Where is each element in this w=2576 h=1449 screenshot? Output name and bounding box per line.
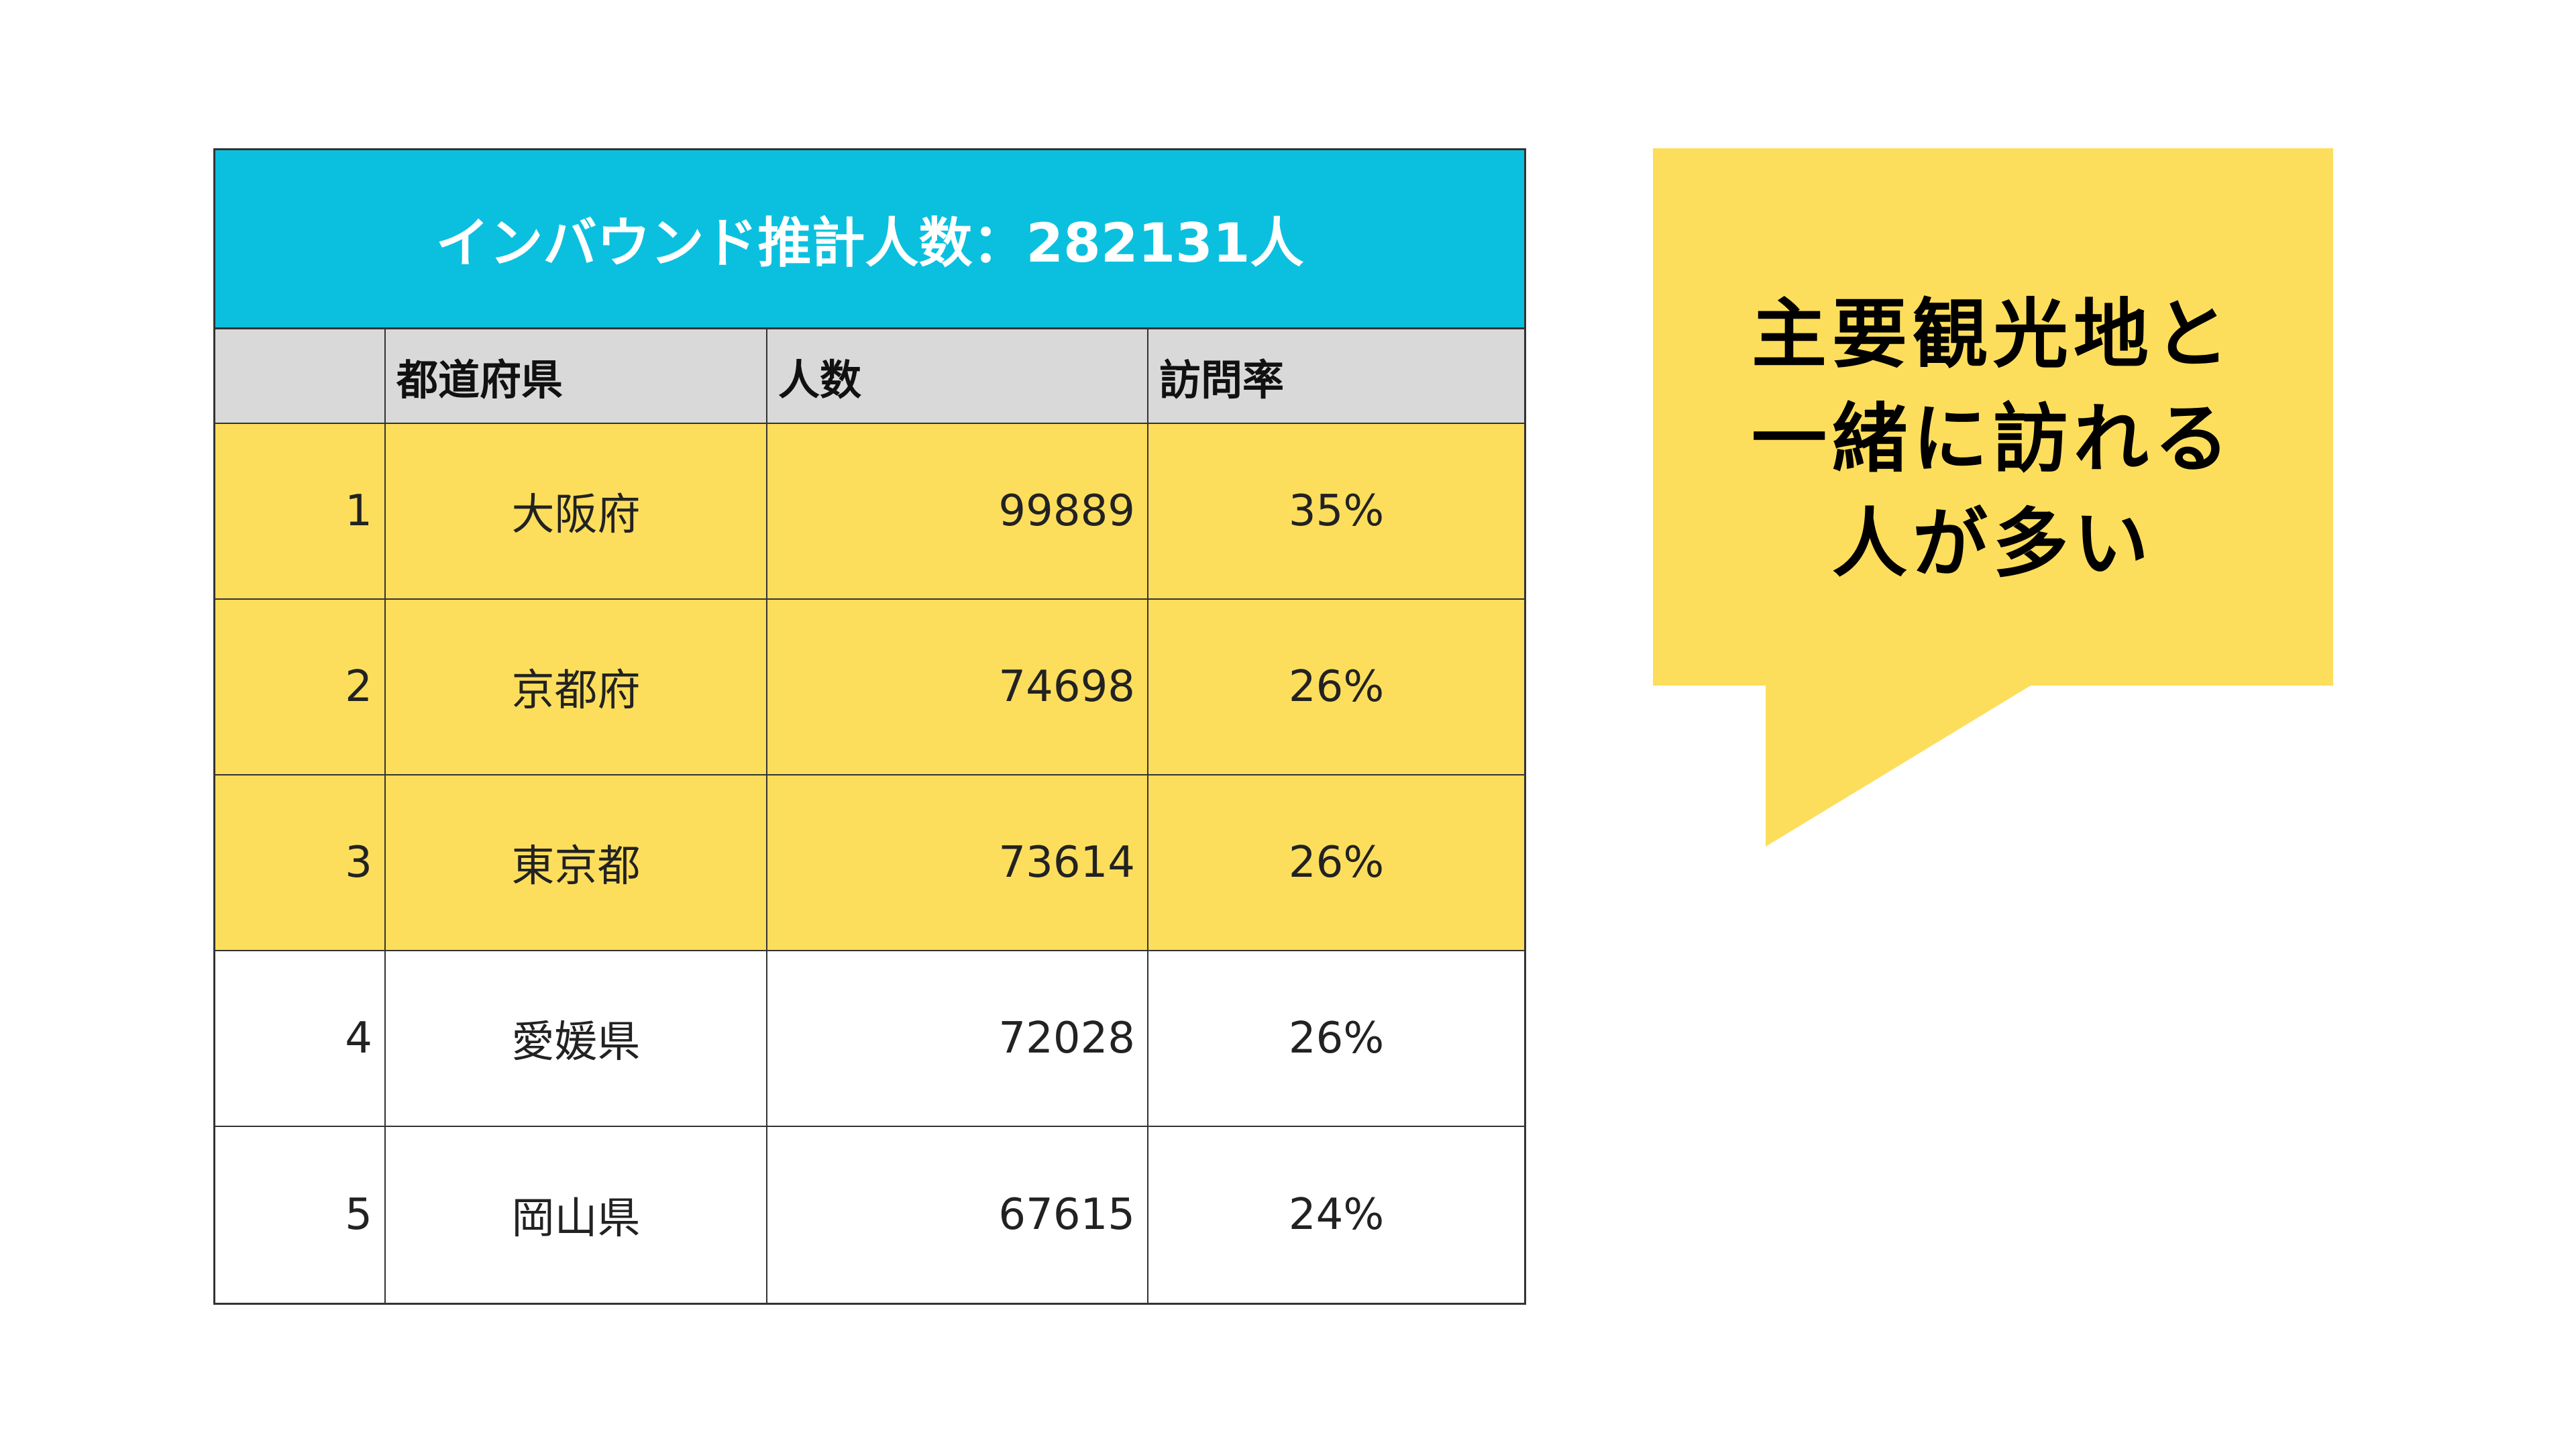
rank-cell: 5 — [215, 1127, 386, 1303]
header-rate: 訪問率 — [1159, 355, 1285, 405]
table-title: インバウンド推計人数：282131人 — [215, 150, 1524, 329]
rate-cell: 24% — [1288, 1190, 1385, 1240]
prefecture-cell: 京都府 — [386, 600, 767, 774]
table-row: 1 大阪府 99889 35% — [215, 424, 1524, 600]
table-row: 5 岡山県 67615 24% — [215, 1127, 1524, 1303]
callout-line: 主要観光地と — [1752, 291, 2235, 378]
table-row: 3 東京都 73614 26% — [215, 775, 1524, 951]
table-row: 4 愛媛県 72028 26% — [215, 951, 1524, 1127]
header-prefecture: 都道府県 — [386, 329, 767, 423]
inbound-table: インバウンド推計人数：282131人 都道府県 人数 訪問率 1 大阪府 998… — [213, 148, 1526, 1305]
prefecture-cell: 愛媛県 — [386, 951, 767, 1126]
rank-cell: 2 — [215, 600, 386, 774]
table-row: 2 京都府 74698 26% — [215, 600, 1524, 775]
rate-cell: 35% — [1288, 486, 1385, 536]
table-header-row: 都道府県 人数 訪問率 — [215, 329, 1524, 424]
rate-cell: 26% — [1288, 662, 1385, 712]
count-cell: 99889 — [767, 424, 1148, 598]
callout-line: 一緒に訪れる — [1752, 396, 2235, 483]
callout-text: 主要観光地と 一緒に訪れる 人が多い — [1653, 148, 2333, 686]
header-rank — [215, 329, 386, 423]
count-cell: 74698 — [767, 600, 1148, 774]
prefecture-cell: 岡山県 — [386, 1127, 767, 1303]
prefecture-cell: 東京都 — [386, 775, 767, 950]
callout-line: 人が多い — [1832, 500, 2154, 588]
rate-cell: 26% — [1288, 838, 1385, 888]
count-cell: 73614 — [767, 775, 1148, 950]
header-count: 人数 — [767, 329, 1148, 423]
rank-cell: 4 — [215, 951, 386, 1126]
prefecture-cell: 大阪府 — [386, 424, 767, 598]
count-cell: 72028 — [767, 951, 1148, 1126]
count-cell: 67615 — [767, 1127, 1148, 1303]
rate-cell: 26% — [1288, 1014, 1385, 1063]
rank-cell: 1 — [215, 424, 386, 598]
rank-cell: 3 — [215, 775, 386, 950]
speech-bubble-shape — [1653, 148, 2333, 847]
